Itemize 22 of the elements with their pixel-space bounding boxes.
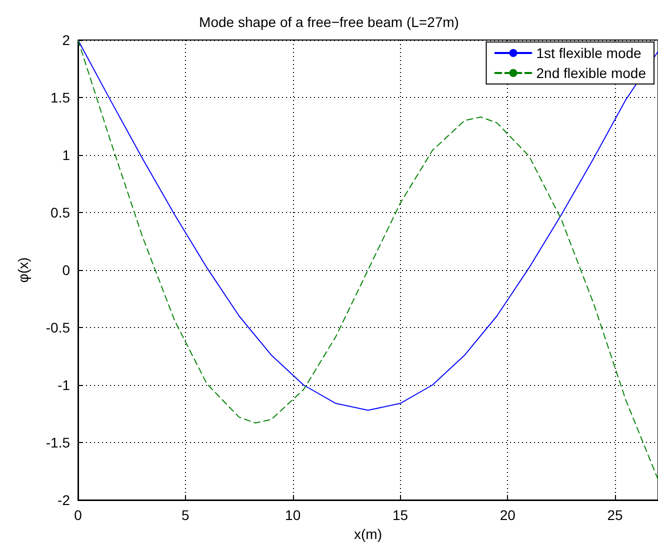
x-tick-label: 15 (392, 507, 408, 523)
y-tick-label: 1.5 (50, 90, 70, 106)
legend-label: 1st flexible mode (536, 45, 642, 61)
x-tick-label: 25 (607, 507, 624, 523)
y-tick-label: -1 (58, 377, 70, 393)
y-tick-label: -2 (58, 492, 70, 508)
x-tick-label: 20 (500, 507, 516, 523)
y-axis-title: φ(x) (15, 257, 31, 283)
x-tick-label: 10 (285, 507, 301, 523)
y-tick-label: 0 (62, 262, 70, 278)
y-tick-label: 0.5 (50, 204, 70, 220)
y-tick-label: 2 (62, 32, 70, 48)
line-series (78, 40, 658, 411)
y-tick-label: -0.5 (46, 320, 70, 336)
x-axis-title: x(m) (354, 526, 382, 542)
legend-label: 2nd flexible mode (536, 65, 646, 81)
line-series (78, 40, 658, 480)
y-tick-label: -1.5 (46, 434, 70, 450)
y-tick-label: 1 (62, 147, 70, 163)
x-tick-label: 0 (74, 507, 82, 523)
x-tick-label: 5 (182, 507, 190, 523)
chart-title: Mode shape of a free−free beam (L=27m) (199, 14, 459, 30)
